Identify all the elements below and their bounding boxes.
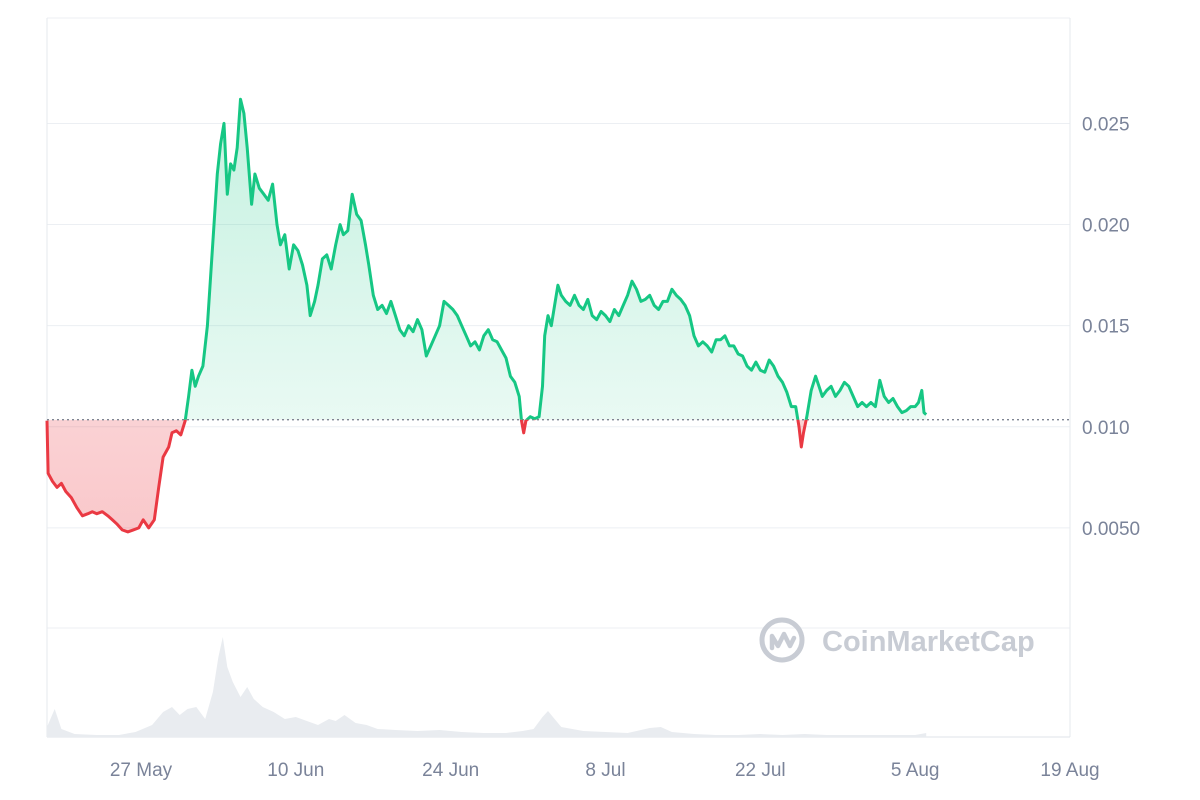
price-area-below-baseline (47, 419, 807, 532)
x-tick-label: 10 Jun (267, 760, 324, 781)
x-axis-labels: 27 May 10 Jun 24 Jun 8 Jul 22 Jul 5 Aug 19 Aug (110, 760, 1100, 781)
price-line-above-baseline (183, 97, 928, 420)
coinmarketcap-watermark: CoinMarketCap (759, 617, 1035, 663)
price-area-above-baseline (47, 99, 927, 420)
x-tick-label: 5 Aug (891, 760, 940, 781)
y-tick-label: 0.025 (1082, 114, 1130, 135)
price-area (47, 99, 927, 532)
price-line (45, 97, 928, 534)
price-line-below-baseline (45, 419, 808, 534)
x-tick-label: 19 Aug (1040, 760, 1099, 781)
watermark-text: CoinMarketCap (822, 626, 1035, 658)
y-axis-labels: 0.025 0.020 0.015 0.010 0.0050 (1082, 114, 1140, 540)
x-tick-label: 24 Jun (422, 760, 479, 781)
y-tick-label: 0.0050 (1082, 519, 1140, 540)
y-tick-label: 0.020 (1082, 216, 1130, 237)
volume-area (47, 637, 927, 737)
x-tick-label: 22 Jul (735, 760, 786, 781)
y-tick-label: 0.010 (1082, 418, 1130, 439)
volume-fill (47, 637, 927, 737)
x-tick-label: 8 Jul (585, 760, 625, 781)
x-tick-label: 27 May (110, 760, 173, 781)
y-tick-label: 0.015 (1082, 317, 1130, 338)
coinmarketcap-logo-icon (759, 617, 805, 663)
